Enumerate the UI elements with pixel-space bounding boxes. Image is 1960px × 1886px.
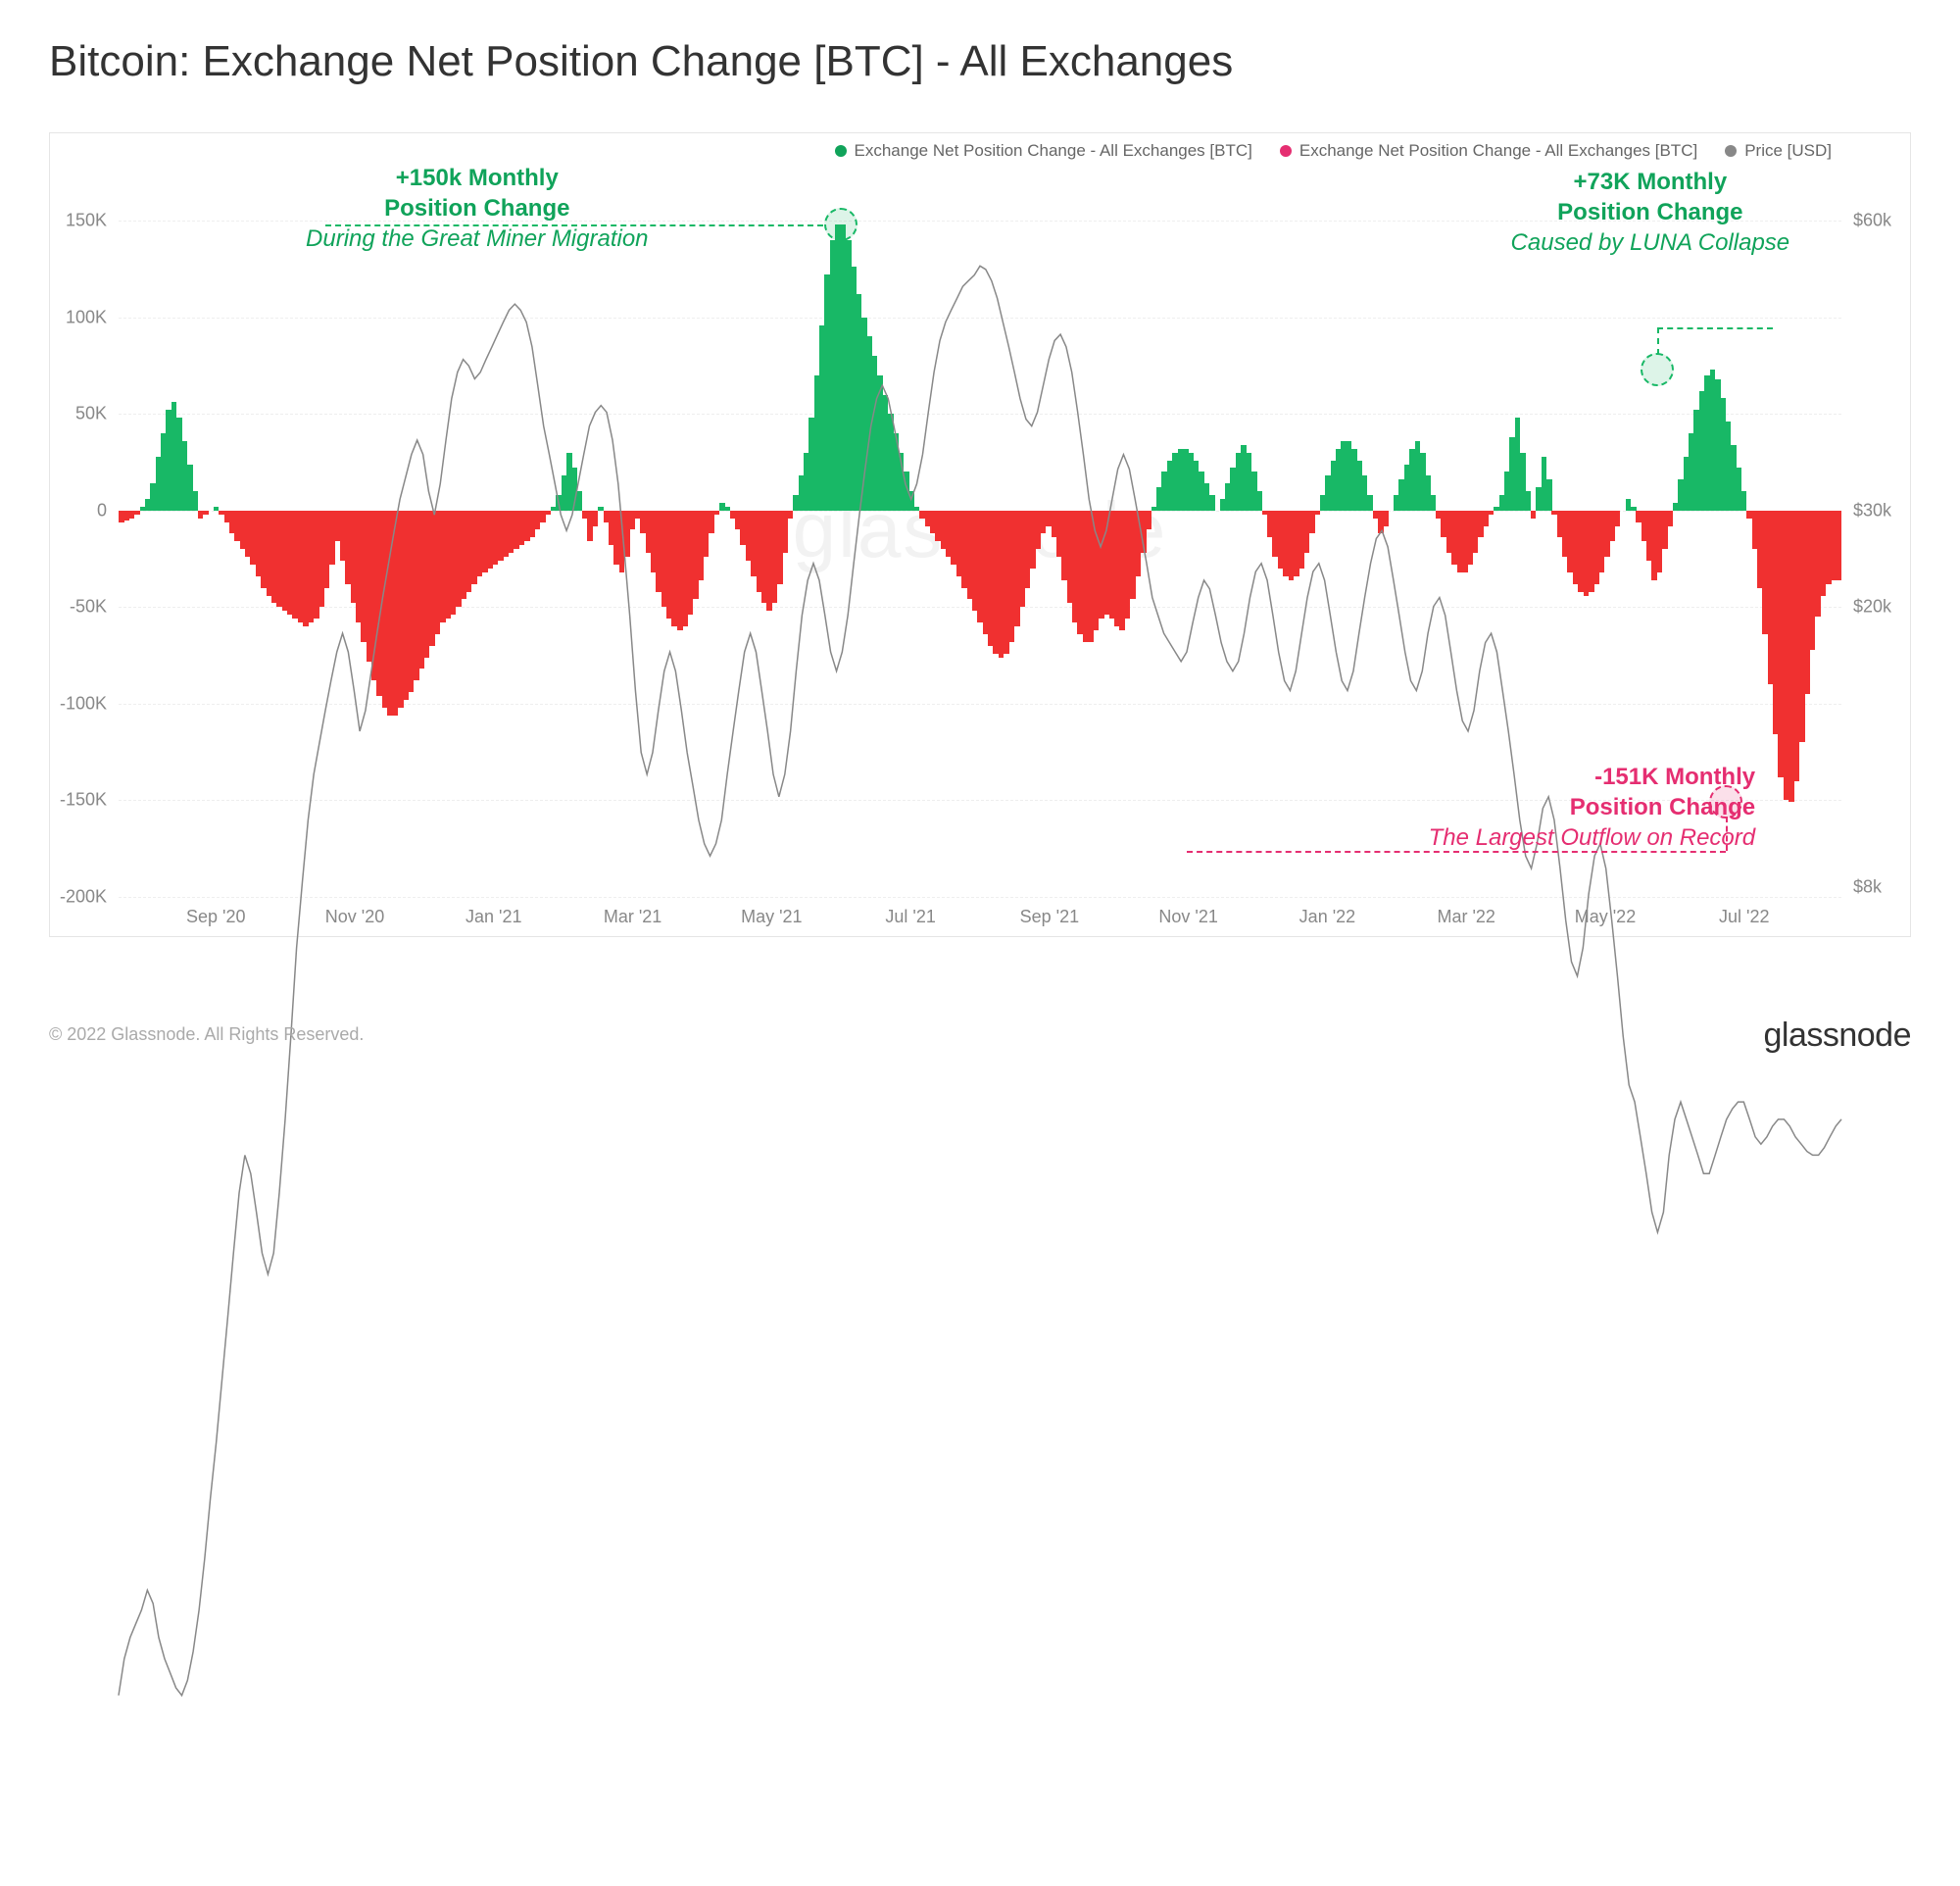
- y-left-tick: 150K: [66, 211, 107, 231]
- y-left-tick: 0: [97, 500, 107, 521]
- legend: Exchange Net Position Change - All Excha…: [835, 141, 1832, 161]
- y-left-tick: -50K: [70, 597, 107, 618]
- legend-item-price: Price [USD]: [1725, 141, 1832, 161]
- dash-line-luna-h: [1657, 327, 1773, 329]
- legend-item-neg: Exchange Net Position Change - All Excha…: [1280, 141, 1697, 161]
- callout-circle-miner: [824, 208, 858, 241]
- legend-item-pos: Exchange Net Position Change - All Excha…: [835, 141, 1252, 161]
- price-line: [119, 163, 1841, 1886]
- y-left-tick: -100K: [60, 693, 107, 714]
- y-left-tick: 100K: [66, 307, 107, 327]
- callout-circle-luna: [1641, 353, 1674, 386]
- legend-label-price: Price [USD]: [1744, 141, 1832, 161]
- y-axis-left: -200K-150K-100K-50K050K100K150K: [50, 163, 119, 897]
- dash-line-outflow-h: [1187, 851, 1726, 853]
- y-right-tick: $30k: [1853, 500, 1891, 521]
- footer-copyright: © 2022 Glassnode. All Rights Reserved.: [49, 1024, 364, 1045]
- dash-line-luna-v: [1657, 327, 1659, 355]
- legend-dot-price-icon: [1725, 145, 1737, 157]
- dash-line-outflow-v: [1726, 817, 1728, 850]
- legend-dot-neg-icon: [1280, 145, 1292, 157]
- y-right-tick: $8k: [1853, 877, 1882, 898]
- plot-area: glassnode +150k Monthly Position Change …: [119, 163, 1841, 897]
- callout-circle-outflow: [1709, 785, 1742, 819]
- footer-brand: glassnode: [1763, 1017, 1911, 1055]
- y-left-tick: -200K: [60, 887, 107, 908]
- y-axis-right: $8k $20k $30k $60k: [1841, 163, 1910, 897]
- y-left-tick: 50K: [75, 404, 107, 424]
- chart-frame: Exchange Net Position Change - All Excha…: [49, 132, 1911, 937]
- legend-label-neg: Exchange Net Position Change - All Excha…: [1299, 141, 1697, 161]
- legend-dot-pos-icon: [835, 145, 847, 157]
- y-left-tick: -150K: [60, 790, 107, 811]
- y-right-tick: $20k: [1853, 597, 1891, 618]
- dash-line-miner: [325, 224, 823, 226]
- legend-label-pos: Exchange Net Position Change - All Excha…: [855, 141, 1252, 161]
- chart-title: Bitcoin: Exchange Net Position Change [B…: [49, 37, 1233, 86]
- y-right-tick: $60k: [1853, 211, 1891, 231]
